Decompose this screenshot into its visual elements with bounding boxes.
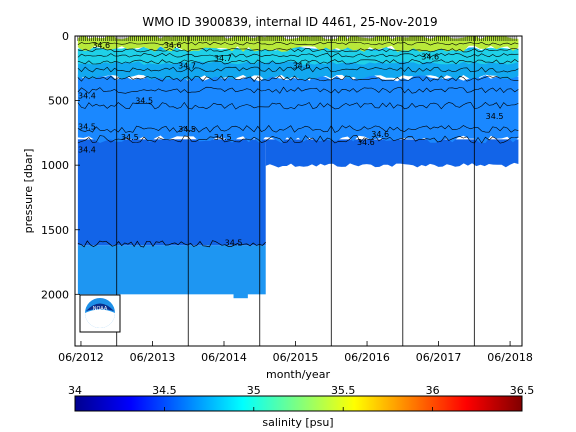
y-tick-label: 500 bbox=[48, 95, 69, 108]
contour-line bbox=[77, 101, 519, 110]
contour-line bbox=[77, 75, 519, 82]
x-tick-label: 06/2015 bbox=[273, 351, 319, 364]
contour-line bbox=[77, 59, 519, 65]
contour-label: 34.6 bbox=[293, 62, 311, 71]
layer-abyssal-notch bbox=[233, 293, 248, 299]
contour-label: 34.6 bbox=[92, 41, 110, 50]
plot-area: 34.6 34.634.734.7 34.634.634.434.534.534.5… bbox=[75, 36, 522, 346]
x-tick-label: 06/2017 bbox=[416, 351, 462, 364]
contour-label: 34.5 bbox=[121, 133, 139, 142]
x-tick-label: 06/2012 bbox=[58, 351, 104, 364]
contour-label: 34.6 bbox=[371, 130, 389, 139]
logo-text: NOAA bbox=[93, 306, 108, 312]
contour-line bbox=[77, 52, 519, 58]
x-axis-label: month/year bbox=[266, 368, 330, 381]
x-tick-label: 06/2014 bbox=[201, 351, 247, 364]
contour-label: 34.4 bbox=[78, 91, 96, 100]
colorbar-tick-label: 36 bbox=[426, 384, 440, 397]
x-tick-label: 06/2018 bbox=[487, 351, 533, 364]
colorbar-tick-label: 36.5 bbox=[510, 384, 535, 397]
contour-label: 34.5 bbox=[178, 125, 196, 134]
colorbar-ticks: 34 34.5 35 35.5 36 36.5 bbox=[68, 384, 534, 411]
contour-lines bbox=[77, 41, 519, 248]
x-axis: 06/2012 06/2013 06/2014 06/2015 06/2016 06/20… bbox=[58, 341, 533, 364]
contour-label: 34.6 bbox=[164, 41, 182, 50]
contour-line-deep bbox=[77, 240, 266, 248]
contour-label: 34.5 bbox=[486, 112, 504, 121]
y-tick-label: 1000 bbox=[41, 159, 69, 172]
plot-frame bbox=[74, 35, 523, 347]
colorbar-label: salinity [psu] bbox=[262, 416, 333, 429]
noaa-logo: NOAA bbox=[79, 294, 121, 333]
contour-line bbox=[77, 48, 519, 53]
colorbar bbox=[74, 395, 523, 412]
colorbar-tick-label: 35.5 bbox=[331, 384, 356, 397]
layer-deep-late bbox=[265, 139, 519, 168]
layer-abyssal bbox=[77, 245, 266, 295]
contour-label: 34.5 bbox=[135, 97, 153, 106]
contour-line bbox=[77, 66, 519, 73]
y-axis: 0 500 1000 1500 2000 bbox=[41, 30, 80, 301]
contour-line bbox=[77, 41, 519, 46]
y-axis-label: pressure [dbar] bbox=[22, 149, 35, 234]
y-tick-label: 0 bbox=[62, 30, 69, 43]
logo-gull bbox=[86, 303, 114, 311]
x-tick-label: 06/2016 bbox=[344, 351, 390, 364]
colorbar-tick-label: 34 bbox=[68, 384, 82, 397]
contour-label: 34.5 bbox=[78, 122, 96, 131]
layer-deep-early bbox=[77, 139, 266, 246]
y-tick-label: 1500 bbox=[41, 224, 69, 237]
contour-label: 34.5 bbox=[225, 239, 243, 248]
contour-label: 34.6 bbox=[357, 138, 375, 147]
contour-label: 34.6 bbox=[421, 53, 439, 62]
colorbar-tick-label: 35 bbox=[247, 384, 261, 397]
colorbar-tick-label: 34.5 bbox=[152, 384, 177, 397]
profile-ticks bbox=[77, 36, 518, 41]
contour-line bbox=[77, 135, 519, 144]
contour-label: 34.5 bbox=[214, 133, 232, 142]
contour-labels: 34.6 34.634.734.7 34.634.634.434.534.534.5… bbox=[78, 41, 503, 248]
contour-label: 34.7 bbox=[214, 54, 232, 63]
x-tick-label: 06/2013 bbox=[130, 351, 176, 364]
contour-line bbox=[77, 125, 519, 133]
layer-intermediate bbox=[77, 73, 519, 144]
logo-wave bbox=[85, 309, 115, 328]
chart-title: WMO ID 3900839, internal ID 4461, 25-Nov… bbox=[142, 15, 437, 29]
contour-label: 34.4 bbox=[78, 146, 96, 155]
y-tick-label: 2000 bbox=[41, 288, 69, 301]
contour-line bbox=[77, 86, 519, 94]
contour-label: 34.7 bbox=[178, 62, 196, 71]
vertical-gridlines bbox=[116, 36, 475, 346]
